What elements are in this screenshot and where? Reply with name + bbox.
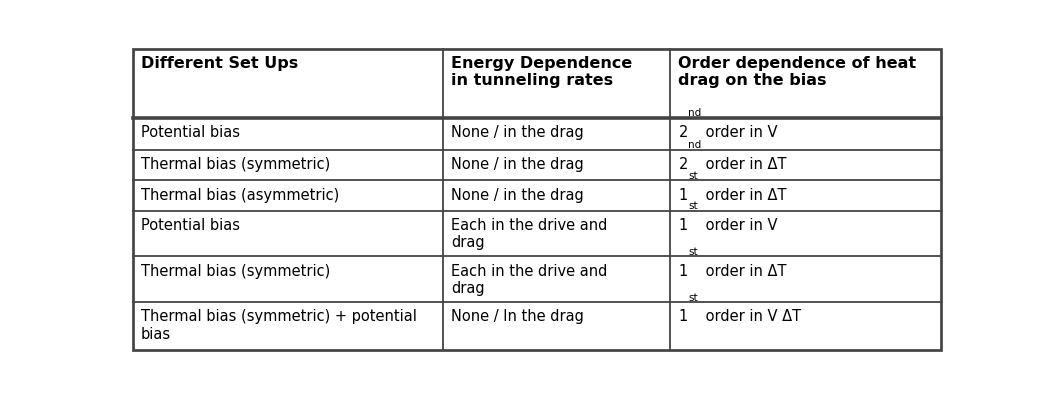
- Text: 1: 1: [678, 309, 687, 324]
- Text: order in V ΔT: order in V ΔT: [701, 309, 801, 324]
- Text: st: st: [688, 200, 698, 211]
- Text: None / In the drag: None / In the drag: [452, 309, 584, 324]
- Text: st: st: [688, 170, 698, 180]
- Text: order in V: order in V: [701, 124, 778, 140]
- Text: 2: 2: [678, 124, 687, 140]
- Text: Each in the drive and
drag: Each in the drive and drag: [452, 263, 608, 296]
- Text: Potential bias: Potential bias: [141, 217, 240, 232]
- Text: Order dependence of heat
drag on the bias: Order dependence of heat drag on the bia…: [678, 56, 917, 88]
- Text: Potential bias: Potential bias: [141, 124, 240, 140]
- Text: Each in the drive and
drag: Each in the drive and drag: [452, 217, 608, 250]
- Text: 1: 1: [678, 217, 687, 232]
- Text: Energy Dependence
in tunneling rates: Energy Dependence in tunneling rates: [452, 56, 632, 88]
- Text: 2: 2: [678, 157, 687, 172]
- Text: 1: 1: [678, 187, 687, 202]
- Text: nd: nd: [688, 140, 701, 150]
- Text: order in V: order in V: [701, 217, 778, 232]
- Text: 1: 1: [678, 263, 687, 278]
- Text: order in ΔT: order in ΔT: [701, 157, 786, 172]
- Text: None / in the drag: None / in the drag: [452, 124, 584, 140]
- Text: order in ΔT: order in ΔT: [701, 263, 786, 278]
- Text: Thermal bias (symmetric): Thermal bias (symmetric): [141, 157, 331, 172]
- Text: None / in the drag: None / in the drag: [452, 157, 584, 172]
- Text: Thermal bias (symmetric): Thermal bias (symmetric): [141, 263, 331, 278]
- Text: st: st: [688, 292, 698, 302]
- Text: Thermal bias (asymmetric): Thermal bias (asymmetric): [141, 187, 339, 202]
- Text: st: st: [688, 246, 698, 256]
- Text: Different Set Ups: Different Set Ups: [141, 56, 298, 71]
- Text: nd: nd: [688, 107, 701, 117]
- Text: None / in the drag: None / in the drag: [452, 187, 584, 202]
- Text: Thermal bias (symmetric) + potential
bias: Thermal bias (symmetric) + potential bia…: [141, 309, 417, 341]
- Text: order in ΔT: order in ΔT: [701, 187, 786, 202]
